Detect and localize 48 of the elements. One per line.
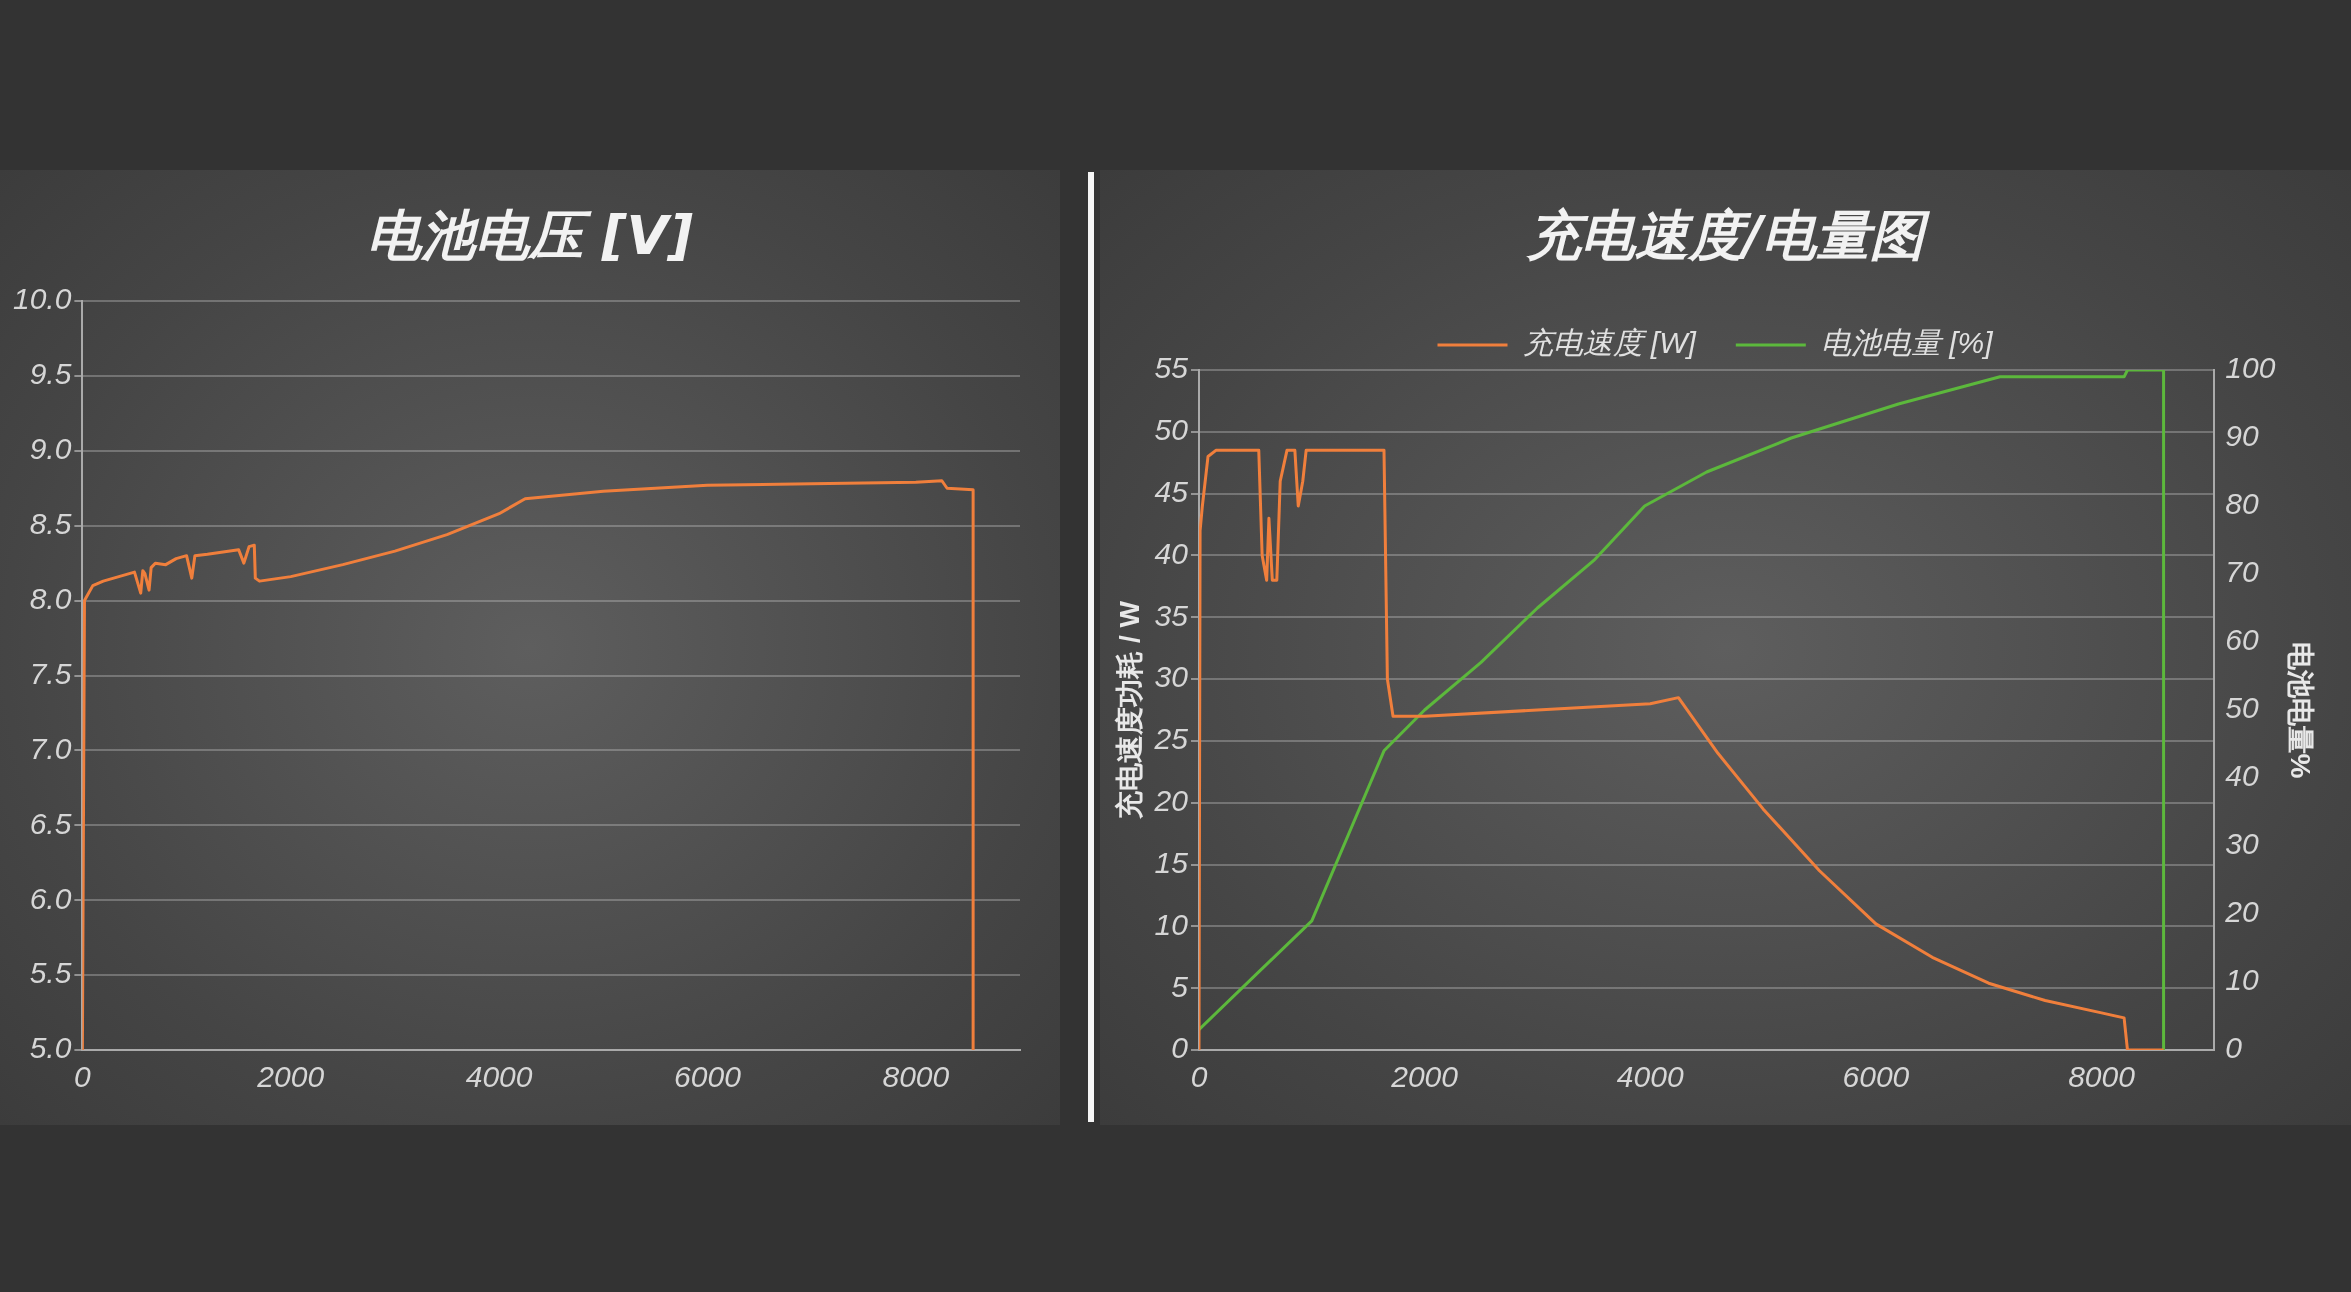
y-tick-label: 5: [1171, 969, 1189, 1003]
x-tick-label: 4000: [465, 1060, 533, 1094]
y-tick-label: 5.0: [29, 1031, 72, 1065]
y-tick-label: 15: [1154, 845, 1189, 879]
y-tick-label: 40: [1154, 536, 1189, 570]
y2-tick-label: 10: [2225, 963, 2260, 997]
y2-tick-label: 60: [2225, 623, 2260, 657]
x-tick-label: 2000: [256, 1060, 325, 1094]
y-axis-title: 充电速度功耗 / W: [1113, 600, 1145, 820]
y-tick-label: 7.5: [29, 656, 72, 690]
chart-title: 电池电压 [V]: [366, 203, 694, 269]
y-tick-label: 30: [1154, 660, 1189, 694]
y-tick-label: 9.5: [29, 357, 72, 391]
x-tick-label: 8000: [882, 1060, 950, 1094]
y2-tick-label: 0: [2225, 1031, 2243, 1065]
y-tick-label: 6.5: [29, 806, 72, 840]
y2-tick-label: 40: [2225, 759, 2260, 793]
x-tick-label: 6000: [674, 1060, 742, 1094]
y-tick-label: 25: [1153, 722, 1189, 756]
y-tick-label: 20: [1153, 784, 1189, 818]
y2-tick-label: 50: [2225, 691, 2260, 725]
y2-axis-title: 电池电量%: [2285, 641, 2317, 779]
y2-tick-label: 80: [2225, 487, 2260, 521]
x-tick-label: 4000: [1616, 1060, 1684, 1094]
y-tick-label: 35: [1154, 598, 1189, 632]
y-tick-label: 8.0: [29, 581, 72, 615]
y2-tick-label: 70: [2225, 555, 2260, 589]
y-tick-label: 5.5: [29, 956, 72, 990]
y-tick-label: 6.0: [29, 881, 72, 915]
y2-tick-label: 30: [2225, 827, 2260, 861]
legend-label: 电池电量 [%]: [1820, 326, 1994, 360]
y2-tick-label: 100: [2225, 351, 2276, 385]
y-tick-label: 10.0: [13, 282, 72, 316]
y-tick-label: 50: [1154, 413, 1189, 447]
y-tick-label: 8.5: [29, 507, 72, 541]
y-tick-label: 10: [1154, 907, 1189, 941]
legend-label: 充电速度 [W]: [1522, 326, 1697, 360]
y-tick-label: 7.0: [29, 731, 72, 765]
x-tick-label: 8000: [2068, 1060, 2136, 1094]
y-tick-label: 45: [1154, 474, 1189, 508]
y-tick-label: 0: [1171, 1031, 1189, 1065]
x-tick-label: 6000: [1842, 1060, 1910, 1094]
x-tick-label: 2000: [1390, 1060, 1459, 1094]
y-tick-label: 55: [1154, 351, 1189, 385]
chart-title: 充电速度/电量图: [1525, 203, 1931, 269]
y2-tick-label: 90: [2225, 419, 2260, 453]
y-tick-label: 9.0: [29, 432, 72, 466]
y2-tick-label: 20: [2224, 895, 2260, 929]
